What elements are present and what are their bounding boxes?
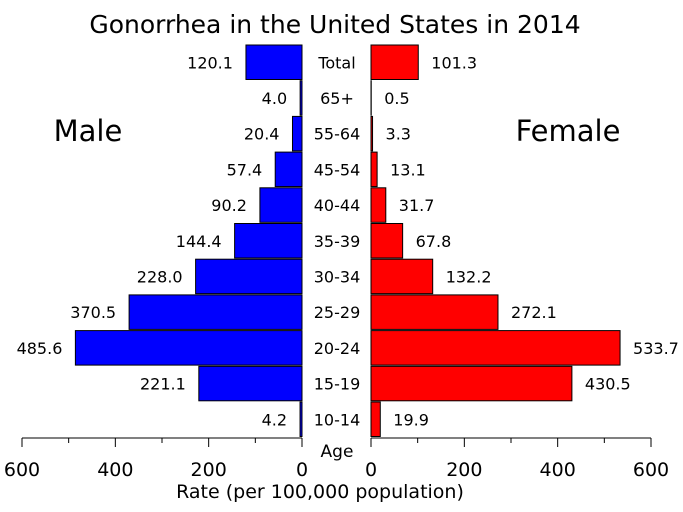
- male-bar: [299, 401, 303, 437]
- male-value-label: 485.6: [17, 339, 63, 358]
- male-bar: [299, 80, 303, 116]
- female-bar: [370, 365, 573, 402]
- age-group-label: 45-54: [314, 160, 361, 179]
- male-value-label: 4.2: [262, 410, 287, 429]
- female-value-label: 101.3: [431, 53, 477, 72]
- age-group-label: 15-19: [314, 375, 361, 394]
- age-group-label: 30-34: [314, 267, 361, 286]
- age-axis-label: Age: [321, 442, 354, 462]
- female-value-label: 19.9: [393, 410, 429, 429]
- female-value-label: 272.1: [511, 303, 557, 322]
- male-value-label: 228.0: [137, 267, 183, 286]
- age-group-label: 65+: [320, 89, 354, 108]
- x-tick-label: 200: [446, 459, 482, 481]
- male-bar: [274, 151, 303, 188]
- male-value-labels: 120.1 4.0 20.4 57.4 90.2 144.4 228.0 370.5 485.6…: [17, 53, 288, 429]
- female-value-labels: 101.3 0.5 3.3 13.1 31.7 67.8 132.2 272.1 533.743…: [384, 53, 679, 429]
- female-bar: [370, 223, 404, 259]
- male-bar: [259, 187, 303, 223]
- male-value-label: 90.2: [211, 196, 247, 215]
- age-group-label: 40-44: [314, 196, 361, 215]
- female-bar: [370, 44, 419, 80]
- female-bar: [370, 294, 499, 330]
- age-group-label: 10-14: [314, 410, 361, 429]
- male-bar: [74, 330, 303, 366]
- x-tick-label: 600: [4, 459, 40, 481]
- female-value-label: 67.8: [416, 232, 452, 251]
- female-bar: [370, 258, 434, 295]
- male-bar: [291, 115, 303, 152]
- x-axis-label: Rate (per 100,000 population): [176, 481, 464, 503]
- female-value-label: 533.7: [633, 339, 679, 358]
- age-group-label: 20-24: [314, 339, 361, 358]
- x-tick-label: 600: [633, 459, 669, 481]
- age-group-label: Total: [317, 53, 355, 72]
- chart-title: Gonorrhea in the United States in 2014: [89, 10, 580, 39]
- x-tick-label: 0: [365, 459, 377, 481]
- male-value-label: 221.1: [140, 375, 186, 394]
- female-bars: [370, 44, 621, 437]
- female-value-label: 3.3: [386, 125, 411, 144]
- male-bar: [195, 258, 303, 295]
- female-value-label: 31.7: [399, 196, 435, 215]
- x-axes: 0 0 200 200 400 400 600 600: [4, 437, 669, 481]
- x-tick-label: 0: [296, 459, 308, 481]
- male-bar: [198, 365, 303, 402]
- age-group-label: 25-29: [314, 303, 361, 322]
- x-tick-label: 400: [540, 459, 576, 481]
- female-value-label: 430.5: [585, 375, 631, 394]
- male-bars: [74, 44, 303, 437]
- male-value-label: 20.4: [244, 125, 280, 144]
- male-series-label: Male: [54, 114, 123, 148]
- x-tick-label: 200: [191, 459, 227, 481]
- age-group-label: 55-64: [314, 125, 361, 144]
- male-value-label: 4.0: [262, 89, 287, 108]
- x-tick-label: 400: [97, 459, 133, 481]
- female-value-label: 13.1: [390, 160, 426, 179]
- age-group-label: 35-39: [314, 232, 361, 251]
- male-bar: [128, 294, 303, 330]
- male-bar: [245, 44, 303, 80]
- male-value-label: 370.5: [70, 303, 116, 322]
- male-value-label: 144.4: [176, 232, 222, 251]
- male-bar: [234, 223, 303, 259]
- male-value-label: 120.1: [187, 53, 233, 72]
- female-series-label: Female: [516, 114, 621, 148]
- female-bar: [370, 330, 621, 366]
- female-bar: [370, 401, 381, 437]
- age-group-labels: Total 65+ 55-64 45-54 40-44 35-39 30-34 25-29 20…: [314, 53, 361, 429]
- female-value-label: 0.5: [384, 89, 409, 108]
- female-bar: [370, 187, 387, 223]
- male-value-label: 57.4: [227, 160, 263, 179]
- female-bar: [370, 115, 374, 152]
- female-value-label: 132.2: [446, 267, 492, 286]
- female-bar: [370, 151, 378, 188]
